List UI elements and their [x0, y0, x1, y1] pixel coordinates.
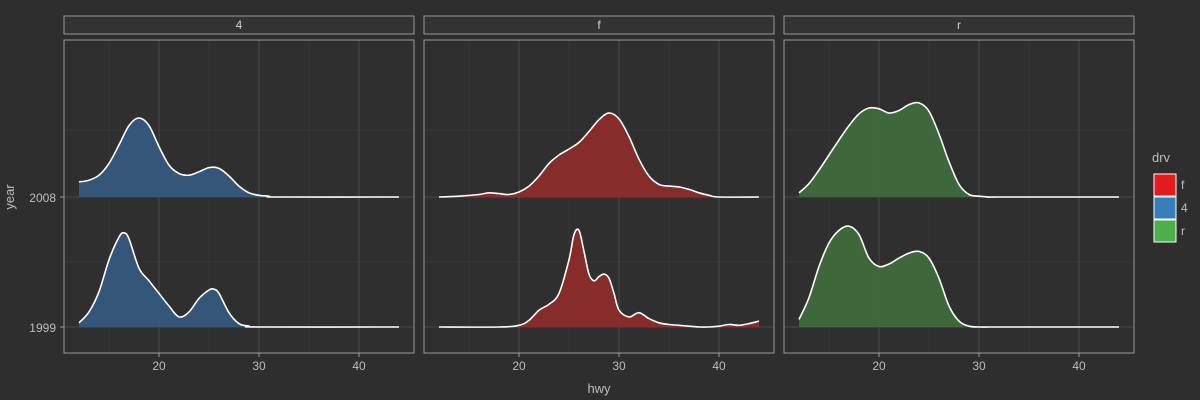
y-tick-1999: 1999	[29, 321, 56, 335]
legend-title: drv	[1152, 150, 1171, 165]
panels-layer: 4 20 30 40 f 20 30 40 r 20 30 40	[60, 15, 1135, 373]
density-line-r-1999	[798, 225, 1119, 328]
panel-border-f	[423, 39, 775, 354]
y-tick-2008: 2008	[29, 191, 56, 205]
x-tick-label: 20	[512, 359, 526, 373]
facet-strip-r	[783, 15, 1135, 35]
facet-strip-4	[63, 15, 415, 35]
legend-label-f: f	[1181, 178, 1185, 192]
legend-swatch-f	[1153, 173, 1177, 197]
x-tick-label: 30	[252, 359, 266, 373]
legend: drv f 4 r	[1152, 150, 1188, 243]
density-line-f-2008	[438, 112, 760, 198]
x-tick-label: 40	[352, 359, 366, 373]
facet-strip-label-f: f	[597, 18, 601, 32]
legend-label-r: r	[1181, 224, 1185, 238]
density-area-r-2008	[799, 102, 1119, 198]
x-axis-title: hwy	[587, 381, 611, 396]
density-area-r-1999	[799, 226, 1119, 328]
y-axis-title: year	[2, 184, 17, 210]
density-area-4-2008	[79, 118, 399, 198]
facet-strip-f	[423, 15, 775, 35]
facet-strip-label-r: r	[957, 18, 961, 32]
x-tick-label: 40	[712, 359, 726, 373]
x-tick-label: 20	[872, 359, 886, 373]
legend-swatch-4	[1153, 196, 1177, 220]
density-area-f-1999	[439, 229, 759, 328]
density-area-f-2008	[439, 112, 759, 198]
x-tick-label: 30	[972, 359, 986, 373]
density-line-r-2008	[798, 101, 1119, 198]
facet-strip-label-4: 4	[236, 18, 243, 32]
density-line-4-2008	[78, 117, 400, 198]
density-line-4-1999	[78, 231, 400, 328]
density-area-4-1999	[79, 232, 399, 328]
density-line-f-1999	[438, 228, 760, 328]
x-tick-label: 30	[612, 359, 626, 373]
panel-border-r	[783, 39, 1135, 354]
x-tick-label: 40	[1072, 359, 1086, 373]
legend-label-4: 4	[1181, 201, 1188, 215]
legend-swatch-r	[1153, 219, 1177, 243]
x-tick-label: 20	[152, 359, 166, 373]
